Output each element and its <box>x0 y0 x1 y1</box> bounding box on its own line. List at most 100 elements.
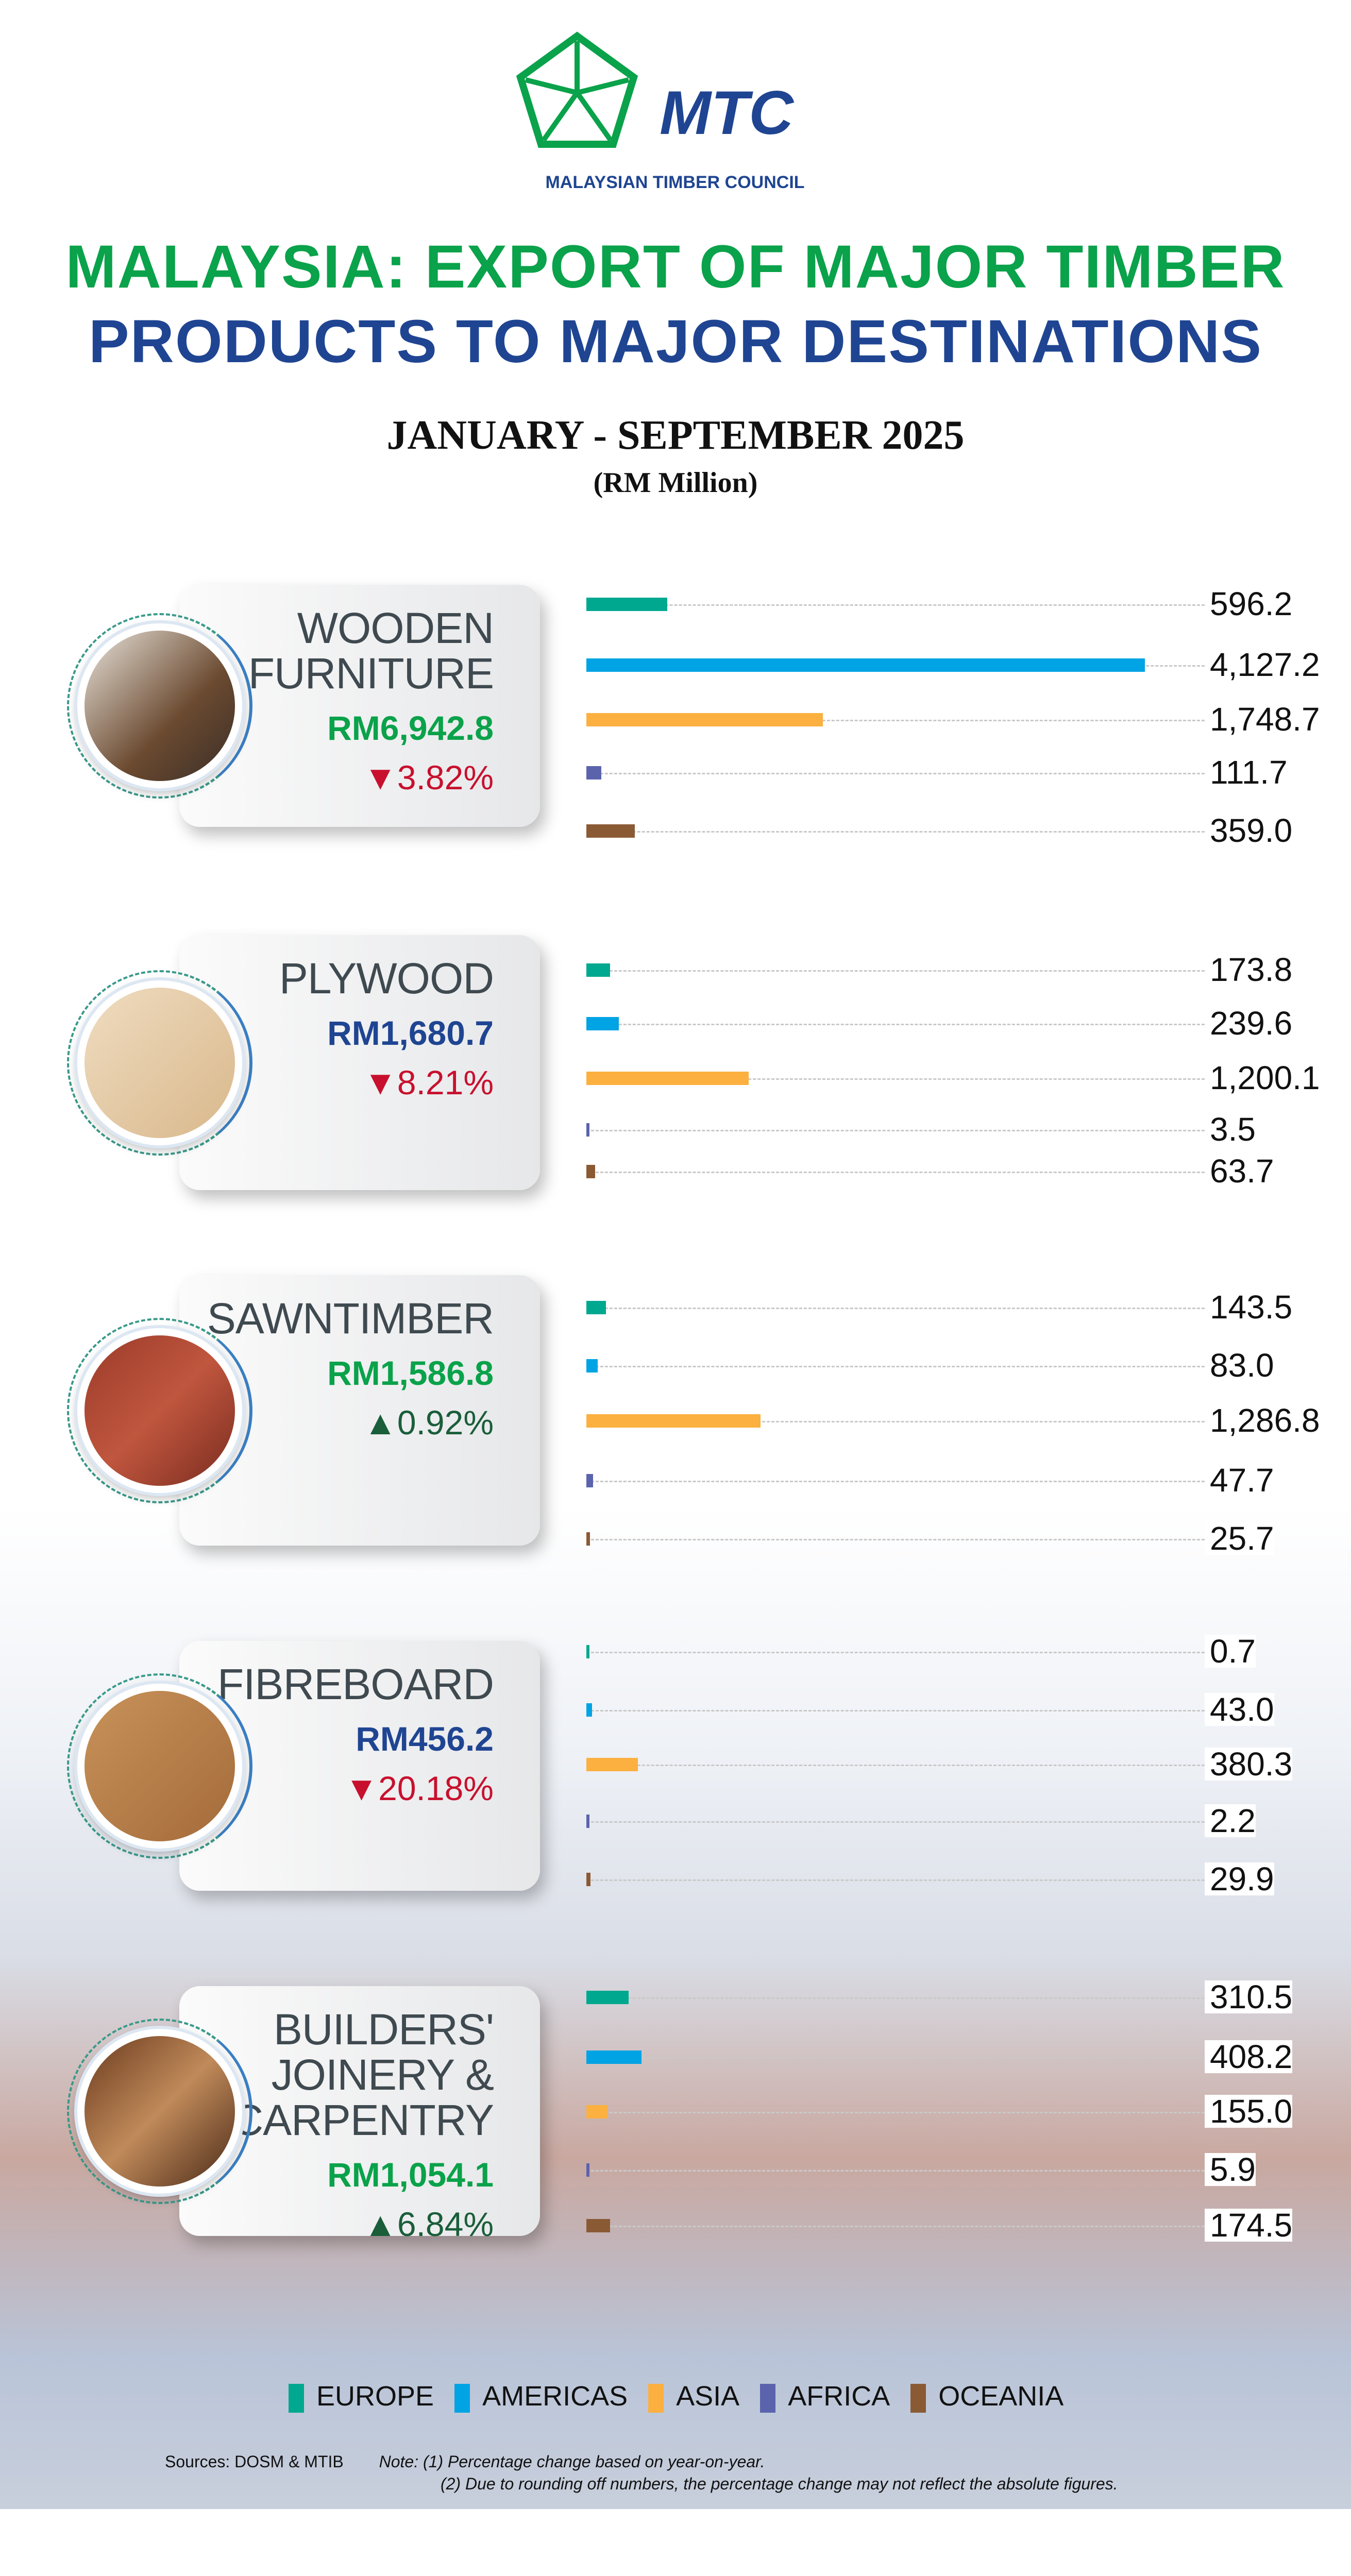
product-total: RM1,586.8 <box>327 1354 494 1392</box>
row-guide-line <box>586 2112 1205 2113</box>
value-label: 174.5 <box>1205 2209 1293 2242</box>
value-label: 310.5 <box>1205 1980 1293 2013</box>
bar-oceania <box>586 1873 590 1886</box>
value-label: 143.5 <box>1205 1291 1293 1324</box>
row-guide-line <box>586 1652 1205 1653</box>
arrow-up-icon: ▲ <box>363 1403 397 1442</box>
bar-asia <box>586 1414 761 1428</box>
product-photo <box>77 623 242 788</box>
bar-americas <box>586 1703 593 1717</box>
bar-europe <box>586 598 667 611</box>
value-label: 2.2 <box>1205 1804 1256 1837</box>
row-guide-line <box>586 1308 1205 1309</box>
value-label: 239.6 <box>1205 1007 1293 1040</box>
footnotes: Sources: DOSM & MTIB Note: (1) Percentag… <box>165 2452 1118 2494</box>
bar-asia <box>586 2105 607 2119</box>
value-label: 1,286.8 <box>1205 1404 1320 1437</box>
value-label: 1,748.7 <box>1205 703 1320 736</box>
value-label: 1,200.1 <box>1205 1061 1320 1094</box>
row-guide-line <box>586 2170 1205 2172</box>
row-guide-line <box>586 1421 1205 1422</box>
bar-asia <box>586 1758 638 1771</box>
row-guide-line <box>586 1710 1205 1711</box>
product-card: SAWNTIMBER RM1,586.8 ▲0.92% <box>179 1275 540 1546</box>
value-label: 83.0 <box>1205 1349 1274 1382</box>
svg-text:MTC: MTC <box>660 78 795 147</box>
sources: Sources: DOSM & MTIB <box>165 2452 344 2471</box>
value-label: 408.2 <box>1205 2040 1293 2073</box>
row-guide-line <box>586 1765 1205 1766</box>
bar-europe <box>586 1645 589 1658</box>
arrow-down-icon: ▼ <box>344 1769 379 1807</box>
row-guide-line <box>586 604 1205 606</box>
period: JANUARY - SEPTEMBER 2025 <box>386 413 965 458</box>
product-photo <box>77 1328 242 1493</box>
row-guide-line <box>586 1481 1205 1482</box>
unit: (RM Million) <box>593 467 758 499</box>
legend-americas: AMERICAS <box>454 2380 628 2413</box>
photo-ring <box>67 1673 252 1859</box>
row-guide-line <box>586 970 1205 972</box>
product-change: ▼3.82% <box>363 758 494 796</box>
product-photo <box>77 2028 242 2194</box>
bar-asia <box>586 1072 749 1085</box>
legend: EUROPE AMERICAS ASIA AFRICA OCEANIA <box>289 2380 1063 2413</box>
title-line-1: MALAYSIA: EXPORT OF MAJOR TIMBER <box>65 233 1286 301</box>
product-name: BUILDERS' JOINERY & CARPENTRY <box>232 2005 494 2144</box>
row-guide-line <box>586 1539 1205 1540</box>
product-total: RM1,680.7 <box>327 1014 494 1052</box>
product-total: RM6,942.8 <box>327 709 494 747</box>
row-guide-line <box>586 1366 1205 1367</box>
row-guide-line <box>586 2057 1205 2059</box>
photo-ring <box>67 2018 252 2204</box>
value-label: 3.5 <box>1205 1113 1256 1146</box>
product-change: ▲0.92% <box>363 1403 494 1442</box>
row-guide-line <box>586 1821 1205 1823</box>
value-label: 380.3 <box>1205 1748 1293 1781</box>
logo-subtitle: MALAYSIAN TIMBER COUNCIL <box>545 173 805 192</box>
product-card: FIBREBOARD RM456.2 ▼20.18% <box>179 1641 540 1891</box>
photo-ring <box>67 613 252 799</box>
bar-africa <box>586 1123 589 1137</box>
value-label: 0.7 <box>1205 1635 1256 1668</box>
value-label: 155.0 <box>1205 2095 1293 2128</box>
arrow-up-icon: ▲ <box>363 2205 397 2243</box>
arrow-down-icon: ▼ <box>363 758 397 796</box>
value-label: 63.7 <box>1205 1155 1274 1188</box>
mtc-logo: MTC MALAYSIAN TIMBER COUNCIL <box>515 31 835 201</box>
legend-europe: EUROPE <box>289 2380 434 2413</box>
row-guide-line <box>586 720 1205 721</box>
product-total: RM456.2 <box>356 1720 494 1758</box>
product-name: PLYWOOD <box>279 954 494 1003</box>
value-label: 25.7 <box>1205 1522 1274 1555</box>
photo-ring <box>67 970 252 1156</box>
row-guide-line <box>586 1879 1205 1881</box>
logo-pentagon-icon: MTC <box>516 31 795 148</box>
note-1: Note: (1) Percentage change based on yea… <box>379 2452 765 2471</box>
bar-oceania <box>586 824 635 838</box>
bar-asia <box>586 713 823 726</box>
row-guide-line <box>586 1024 1205 1025</box>
arrow-down-icon: ▼ <box>363 1063 397 1101</box>
value-label: 359.0 <box>1205 814 1293 847</box>
row-guide-line <box>586 2226 1205 2227</box>
product-name: WOODEN FURNITURE <box>248 604 494 698</box>
row-guide-line <box>586 1130 1205 1131</box>
bar-americas <box>586 1359 598 1372</box>
bar-oceania <box>586 2219 610 2232</box>
product-name: FIBREBOARD <box>217 1660 494 1708</box>
row-guide-line <box>586 1172 1205 1173</box>
row-guide-line <box>586 1997 1205 1999</box>
bar-americas <box>586 1017 619 1030</box>
product-change: ▼8.21% <box>363 1063 494 1101</box>
bar-americas <box>586 658 1145 672</box>
legend-africa: AFRICA <box>760 2380 890 2413</box>
bar-africa <box>586 1815 589 1828</box>
product-photo <box>77 980 242 1145</box>
title-line-2: PRODUCTS TO MAJOR DESTINATIONS <box>88 308 1263 376</box>
bar-africa <box>586 766 602 779</box>
value-label: 596.2 <box>1205 587 1293 620</box>
bar-europe <box>586 1991 629 2004</box>
product-name: SAWNTIMBER <box>207 1294 494 1343</box>
product-change: ▲6.84% <box>363 2205 494 2243</box>
